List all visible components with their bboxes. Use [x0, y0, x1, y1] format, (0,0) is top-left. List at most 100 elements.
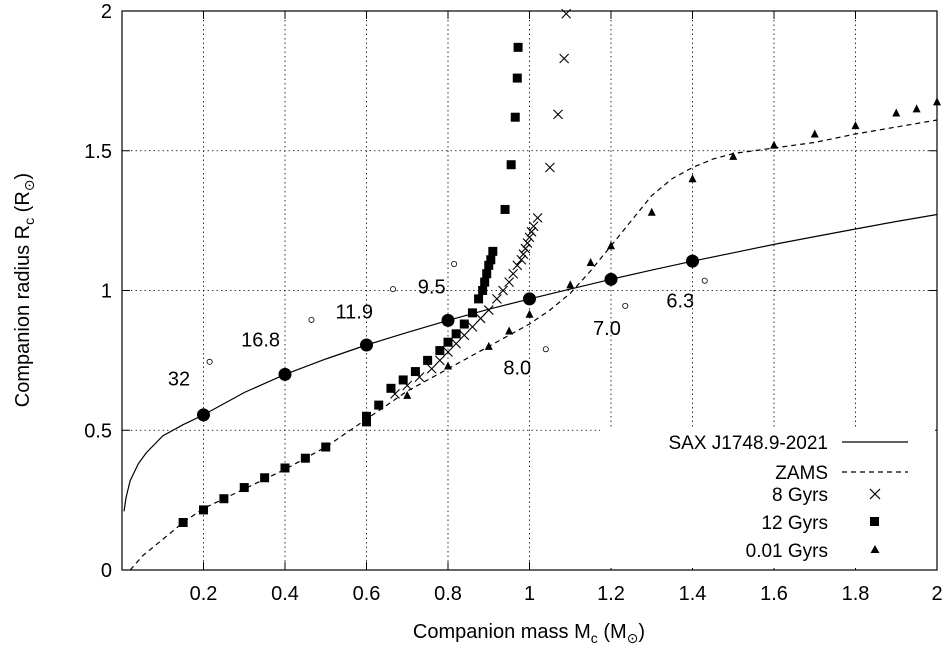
x-tick-label: 0.2: [190, 583, 218, 605]
triangle-marker-001gyrs: [851, 121, 860, 130]
cross-stroke: [559, 53, 570, 64]
circle-marker: [197, 408, 210, 422]
small-open-circle: [622, 302, 629, 309]
cross-marker-8gyrs: [520, 243, 531, 254]
cross-marker-8gyrs: [544, 162, 555, 173]
cross-stroke: [532, 212, 543, 223]
cross-marker-8gyrs: [518, 249, 529, 260]
cross-marker-8gyrs: [492, 293, 502, 304]
y-axis-label-unit-open: (R: [12, 191, 34, 218]
triangle-marker-001gyrs: [525, 309, 534, 318]
cross-stroke: [524, 232, 535, 243]
cross-marker-8gyrs: [498, 285, 508, 296]
series-markers: [178, 8, 941, 527]
cross-stroke: [483, 305, 494, 315]
legend-marker-001gyrs: [870, 545, 880, 553]
square-marker-12gyrs: [260, 473, 270, 483]
square-marker-12gyrs: [362, 411, 371, 421]
cross-stroke: [498, 285, 508, 296]
square-marker-12gyrs: [280, 463, 290, 473]
annotation-label: 8.0: [503, 357, 531, 379]
square-marker-12gyrs: [500, 204, 510, 214]
cross-stroke: [451, 338, 462, 349]
square-marker-12gyrs: [488, 246, 498, 256]
triangle-marker-001gyrs: [647, 207, 656, 216]
triangle-marker-001gyrs: [912, 104, 921, 113]
annotation-label: 32: [168, 369, 190, 391]
cross-marker-8gyrs: [559, 53, 570, 64]
square-marker-12gyrs: [219, 494, 229, 504]
cross-marker-8gyrs: [504, 277, 515, 288]
circle-marker: [523, 292, 536, 306]
cross-marker-8gyrs: [483, 305, 494, 315]
triangle-marker-001gyrs: [688, 174, 697, 183]
legend-marker-12gyrs: [870, 517, 879, 526]
cross-stroke: [512, 260, 523, 271]
cross-stroke: [467, 321, 478, 332]
cross-stroke: [526, 226, 537, 237]
legend-label-001gyrs: 0.01 Gyrs: [746, 541, 828, 562]
cross-marker-8gyrs: [512, 260, 523, 271]
triangle-marker-001gyrs: [607, 241, 615, 250]
x-axis-label-unit-sub: ⊙: [627, 630, 639, 646]
circle-marker: [604, 272, 618, 286]
x-axis-label-unit-close: ): [638, 621, 645, 643]
x-tick-label: 2: [931, 583, 942, 605]
cross-marker-8gyrs: [526, 226, 537, 237]
cross-stroke: [516, 254, 527, 265]
y-axis-label-main: Companion radius R: [12, 225, 34, 407]
square-marker-12gyrs: [510, 112, 520, 122]
x-axis-label-unit-open: (M: [598, 621, 627, 643]
square-marker-12gyrs: [484, 260, 494, 270]
sax-curve-line: [123, 213, 938, 512]
small-open-circle: [451, 260, 458, 267]
annotation-label: 6.3: [666, 290, 694, 312]
square-marker-12gyrs: [386, 383, 396, 393]
square-marker-12gyrs: [482, 269, 492, 279]
x-tick-label: 1.6: [760, 583, 788, 605]
cross-stroke: [553, 109, 563, 120]
triangle-marker-001gyrs: [892, 108, 901, 117]
legend-label-zams: ZAMS: [775, 463, 828, 484]
triangle-marker-001gyrs: [362, 417, 371, 426]
small-open-circle: [542, 346, 549, 353]
y-tick-label: 1: [101, 281, 112, 303]
cross-marker-8gyrs: [528, 221, 539, 232]
cross-stroke: [475, 313, 486, 324]
square-marker-12gyrs: [513, 42, 523, 52]
x-tick-label: 0.8: [434, 583, 462, 605]
small-open-circle: [701, 277, 708, 284]
x-axis-label-sub: c: [591, 630, 598, 646]
legend-label-8gyrs: 8 Gyrs: [772, 485, 828, 506]
square-marker-12gyrs: [474, 294, 484, 304]
square-marker-12gyrs: [398, 375, 408, 385]
square-marker-12gyrs: [321, 442, 331, 452]
annotation-label: 7.0: [593, 318, 621, 340]
cross-stroke: [414, 372, 425, 383]
cross-stroke: [390, 389, 400, 399]
cross-marker-8gyrs: [516, 254, 527, 265]
y-tick-label: 0.5: [84, 420, 112, 442]
y-axis-label: Companion radius Rc (R⊙): [12, 173, 37, 407]
circle-marker: [278, 367, 292, 381]
cross-marker-8gyrs: [524, 232, 535, 243]
cross-stroke: [434, 355, 445, 366]
cross-stroke: [492, 293, 502, 304]
cross-marker-8gyrs: [434, 355, 445, 366]
cross-stroke: [522, 238, 533, 248]
x-tick-label: 1.2: [597, 583, 625, 605]
cross-marker-8gyrs: [451, 338, 462, 349]
y-axis-label-sub: c: [21, 218, 37, 225]
cross-marker-8gyrs: [443, 347, 453, 357]
x-tick-label: 0.4: [271, 583, 299, 605]
cross-marker-8gyrs: [522, 238, 533, 248]
cross-stroke: [518, 249, 529, 260]
triangle-marker-001gyrs: [403, 390, 412, 399]
square-marker-12gyrs: [199, 505, 208, 515]
x-axis-label-main: Companion mass M: [413, 621, 591, 643]
square-marker-12gyrs: [478, 286, 488, 295]
legend-label-12gyrs: 12 Gyrs: [761, 513, 828, 534]
cross-marker-8gyrs: [459, 330, 470, 341]
square-marker-12gyrs: [300, 453, 310, 463]
cross-stroke: [504, 277, 515, 288]
